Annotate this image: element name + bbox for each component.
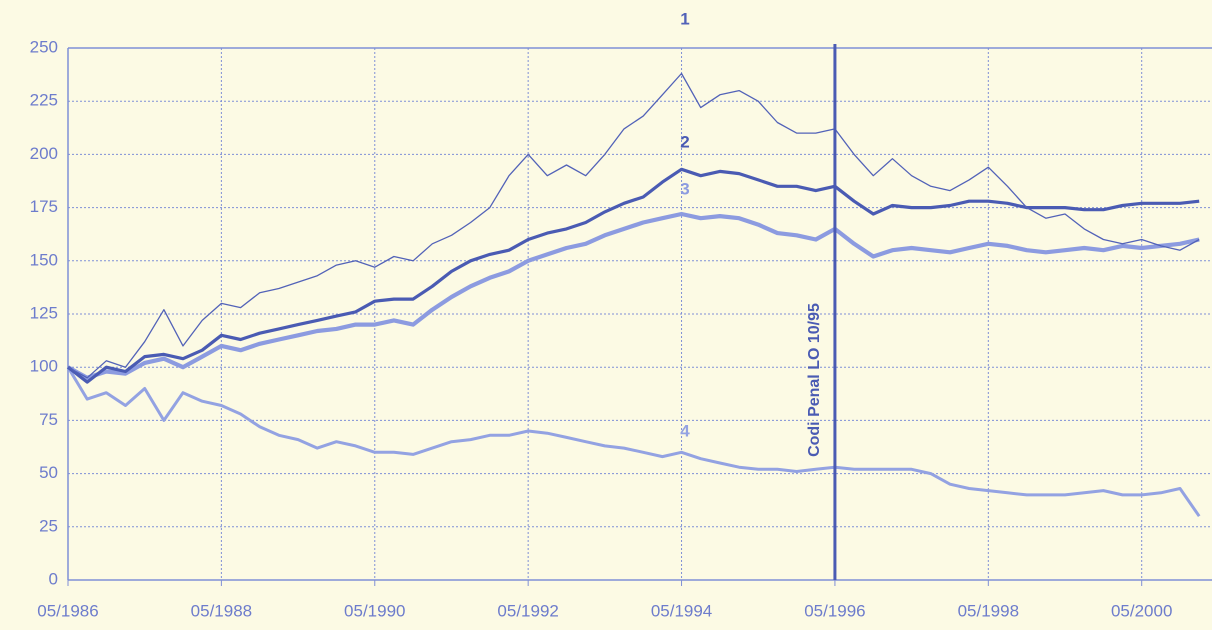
x-tick-label: 05/1988 [191,601,252,620]
x-tick-label: 05/1986 [37,601,98,620]
y-tick-label: 25 [39,516,58,535]
y-tick-label: 0 [49,569,58,588]
y-tick-label: 50 [39,463,58,482]
y-tick-label: 75 [39,410,58,429]
series-label: 4 [680,421,690,440]
x-tick-label: 05/2000 [1111,601,1172,620]
y-tick-label: 175 [30,197,58,216]
y-tick-label: 250 [30,37,58,56]
series-line [67,167,1200,384]
series-line [66,366,1201,518]
series-label: 2 [680,132,689,151]
series-line [66,211,1200,380]
x-tick-label: 05/1998 [958,601,1019,620]
series-line [67,72,1200,379]
y-tick-label: 100 [30,357,58,376]
y-tick-label: 125 [30,303,58,322]
y-tick-label: 200 [30,144,58,163]
series-label: 1 [680,9,689,28]
x-tick-label: 05/1994 [651,601,712,620]
x-tick-label: 05/1992 [497,601,558,620]
event-label: Codi Penal LO 10/95 [806,303,823,457]
y-tick-label: 150 [30,250,58,269]
x-tick-label: 05/1996 [804,601,865,620]
x-tick-label: 05/1990 [344,601,405,620]
series-label: 3 [680,179,689,198]
y-tick-label: 225 [30,91,58,110]
